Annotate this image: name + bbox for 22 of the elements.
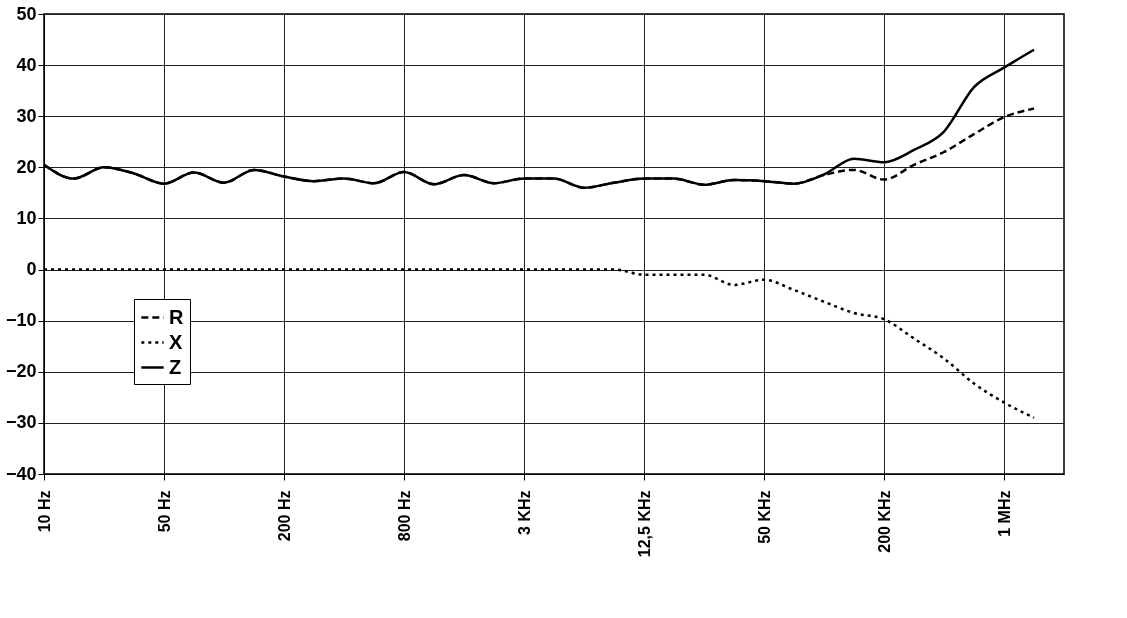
legend-label: R [169, 305, 184, 328]
y-tick-label: 10 [16, 207, 37, 228]
y-tick-label: 50 [16, 3, 37, 24]
y-tick-label: −40 [5, 463, 37, 484]
x-tick-label: 200 KHz [875, 490, 893, 553]
y-tick-label: −10 [5, 310, 37, 331]
y-tick-label: 20 [16, 156, 37, 177]
x-tick-label: 800 Hz [395, 490, 413, 542]
x-tick-label: 1 MHz [995, 490, 1013, 537]
x-tick-label: 10 Hz [35, 490, 53, 533]
x-tick-label: 12,5 KHz [635, 490, 653, 558]
y-tick-label: −20 [5, 361, 37, 382]
legend-label: X [169, 330, 183, 353]
y-tick-label: 0 [26, 259, 37, 280]
y-tick-label: 30 [16, 105, 37, 126]
legend-label: Z [169, 355, 182, 378]
y-tick-label: −30 [5, 412, 37, 433]
x-tick-label: 50 KHz [755, 490, 773, 544]
x-tick-label: 200 Hz [275, 490, 293, 542]
y-tick-label: 40 [16, 54, 37, 75]
x-tick-label: 50 Hz [155, 490, 173, 533]
x-tick-label: 3 KHz [515, 490, 533, 535]
